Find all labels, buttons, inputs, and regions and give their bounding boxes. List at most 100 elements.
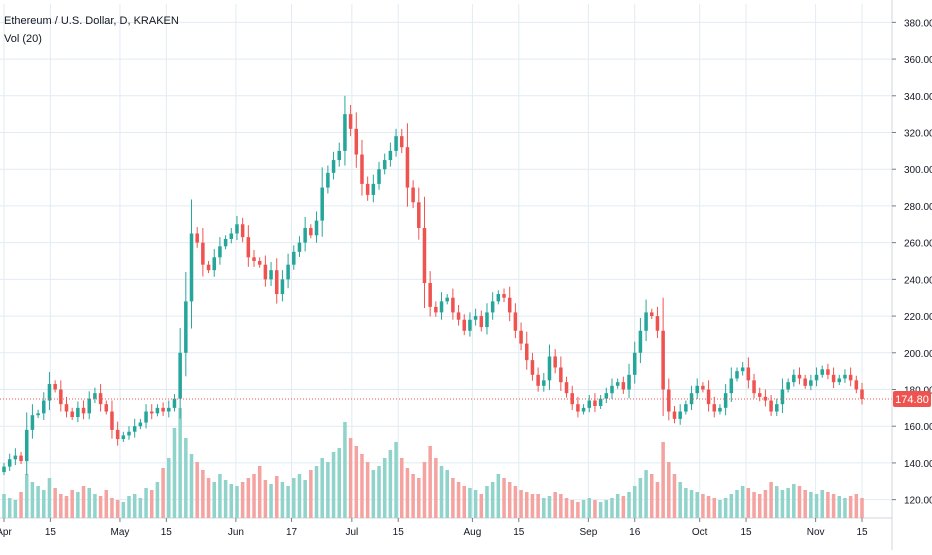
candle-body: [252, 257, 256, 261]
candle-body: [320, 187, 324, 221]
volume-bar: [189, 454, 194, 518]
volume-bar: [382, 458, 387, 518]
volume-bar: [184, 438, 188, 518]
candle-body: [729, 378, 734, 394]
candle-body: [195, 233, 199, 243]
candle-body: [712, 404, 717, 412]
candle-body: [348, 114, 353, 129]
candle-body: [854, 380, 859, 390]
time-tick-label: May: [110, 527, 129, 538]
volume-bar: [786, 488, 790, 518]
last-price-badge-bg: [893, 391, 931, 408]
volume-bar: [570, 500, 574, 518]
volume-bar: [405, 468, 410, 518]
volume-bar: [507, 482, 512, 518]
volume-bar: [490, 482, 495, 518]
candle-body: [615, 382, 620, 386]
candle-body: [70, 411, 74, 418]
candle-body: [581, 407, 586, 412]
candle-body: [184, 301, 188, 353]
volume-bar: [76, 492, 80, 518]
candle-body: [553, 356, 557, 368]
candle-body: [417, 202, 421, 228]
time-tick-label: Oct: [692, 527, 708, 538]
volume-bar: [206, 478, 211, 518]
candle-body: [30, 415, 35, 430]
volume-bar: [547, 496, 552, 518]
candle-body: [513, 312, 518, 331]
price-tick-label: 380.00: [904, 18, 932, 29]
volume-bar: [445, 470, 449, 518]
candle-body: [223, 238, 228, 247]
candle-body: [240, 224, 245, 238]
volume-bar: [769, 482, 773, 518]
candle-body: [257, 261, 262, 265]
volume-bar: [848, 496, 853, 518]
candle-body: [831, 374, 836, 383]
volume-bar: [746, 488, 751, 518]
candle-body: [280, 279, 285, 295]
volume-bar: [422, 462, 427, 518]
candle-body: [2, 466, 6, 473]
volume-bar: [36, 486, 40, 518]
candle-body: [87, 398, 91, 414]
volume-bar: [485, 486, 489, 518]
candle-body: [422, 227, 427, 284]
volume-bar: [695, 492, 699, 518]
volume-bar: [167, 458, 171, 518]
volume-bar: [780, 490, 785, 518]
time-tick-label: 15: [740, 527, 752, 538]
volume-bar: [513, 486, 518, 518]
price-tick-label: 360.00: [904, 55, 932, 66]
volume-bar: [564, 498, 569, 518]
candle-body: [644, 312, 648, 331]
volume-bar: [598, 502, 603, 518]
price-tick-label: 140.00: [904, 459, 932, 470]
candle-body: [593, 400, 597, 407]
volume-bar: [371, 470, 376, 518]
volume-bar: [479, 494, 484, 518]
candle-body: [218, 246, 222, 258]
candle-body: [757, 393, 762, 397]
candle-body: [439, 301, 444, 313]
candle-body: [263, 264, 268, 280]
candle-body: [110, 411, 114, 430]
candle-body: [138, 422, 143, 427]
volume-bar: [87, 488, 91, 518]
time-tick-label: Aug: [464, 527, 482, 538]
volume-indicator-label[interactable]: Vol (20): [4, 33, 42, 45]
last-price-badge: 174.80: [893, 391, 931, 408]
volume-bar: [411, 474, 415, 518]
volume-bar: [638, 478, 643, 518]
candle-body: [689, 393, 694, 405]
volume-bar: [417, 478, 421, 518]
candle-body: [530, 360, 535, 375]
volume-bar: [650, 474, 654, 518]
volume-bar: [263, 480, 268, 518]
volume-bar: [740, 486, 745, 518]
volume-bar: [172, 428, 177, 518]
candle-body: [860, 389, 864, 400]
volume-bar: [542, 498, 546, 518]
candle-body: [473, 316, 478, 320]
candle-body: [394, 136, 398, 151]
volume-bar: [144, 488, 148, 518]
volume-bar: [127, 496, 131, 518]
candle-body: [167, 407, 171, 412]
candle-body: [178, 352, 182, 399]
candle-body: [149, 411, 154, 414]
candle-body: [701, 385, 705, 390]
candle-body: [820, 369, 824, 375]
candle-body: [706, 389, 711, 405]
volume-bar: [388, 450, 393, 518]
volume-bar: [212, 482, 216, 518]
candle-body: [655, 316, 660, 331]
time-tick-label: Nov: [807, 527, 825, 538]
price-axis[interactable]: 120.00 140.00 160.00 180.00 200.00 220.00 240.…: [892, 18, 932, 507]
symbol-title[interactable]: Ethereum / U.S. Dollar, D, KRAKEN: [4, 15, 179, 27]
candle-body: [292, 251, 296, 265]
time-axis[interactable]: Apr 15 May 15 Jun 17 Jul 15 Aug 15 Sep 16 Oct 15 Nov 15: [0, 518, 868, 538]
time-tick-label: 17: [286, 527, 298, 538]
